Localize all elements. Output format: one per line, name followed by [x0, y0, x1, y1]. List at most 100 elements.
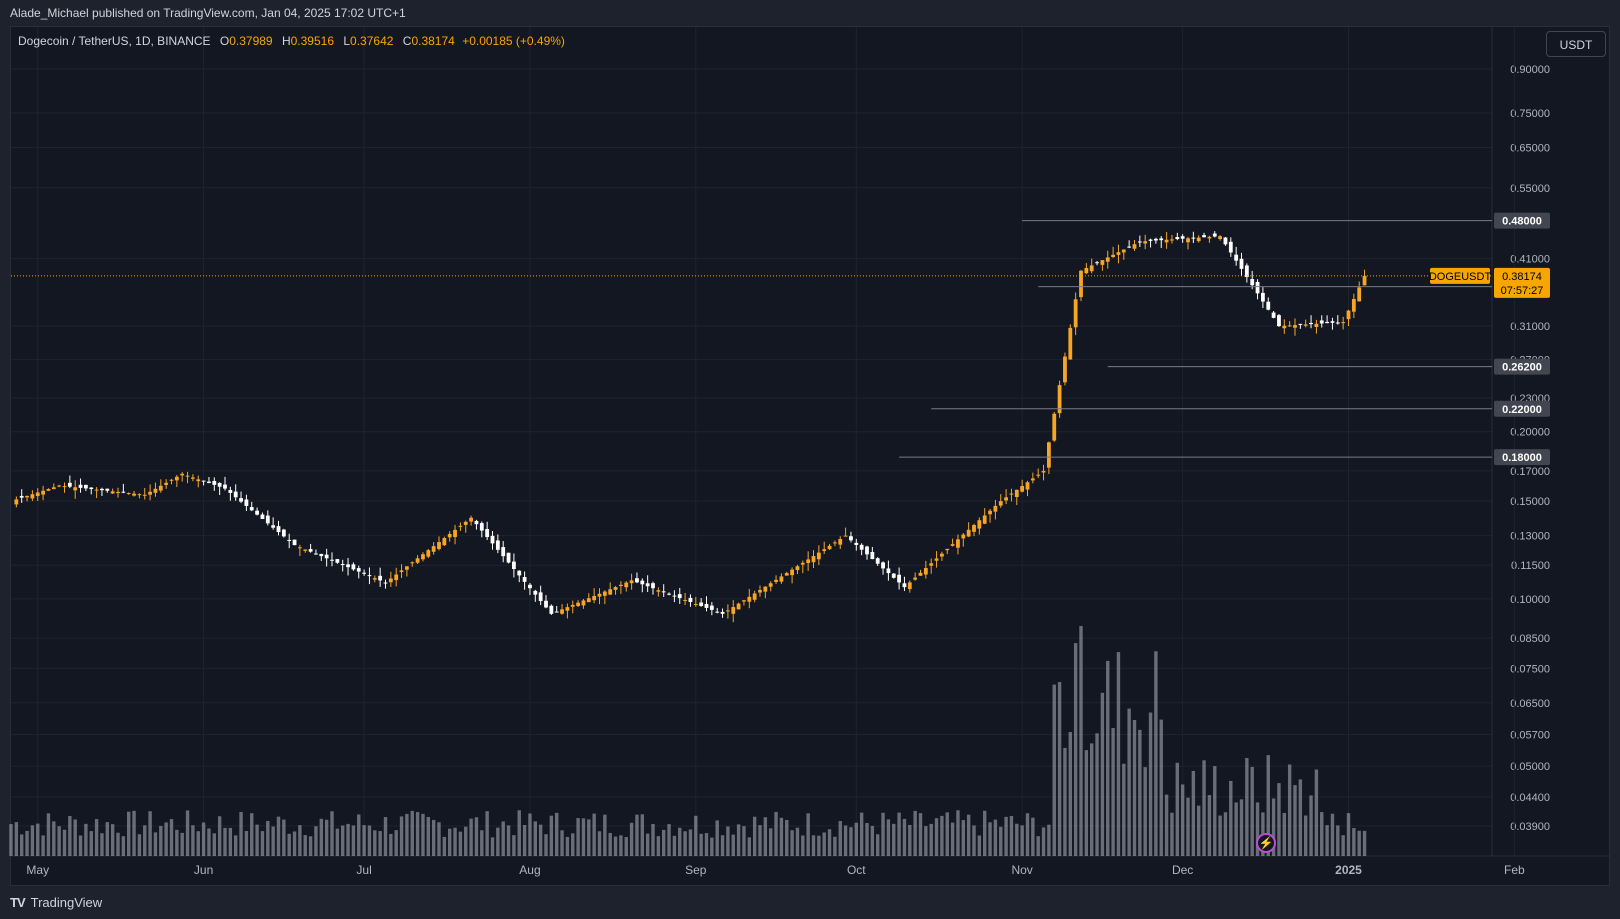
candle-body — [298, 547, 302, 549]
volume-bar — [993, 819, 998, 856]
candle-body — [1255, 281, 1260, 294]
candle-body — [356, 568, 361, 572]
tradingview-brand[interactable]: TV TradingView — [10, 895, 102, 910]
candle-body — [635, 578, 639, 583]
candle-body — [410, 562, 415, 564]
candle-body — [1063, 356, 1067, 383]
candle-body — [1068, 327, 1073, 360]
volume-bar — [704, 833, 709, 856]
candle-body — [838, 539, 843, 545]
candle-body — [993, 505, 998, 512]
bar-countdown: 07:57:27 — [1501, 285, 1544, 297]
volume-bar — [672, 835, 677, 856]
candle-body — [463, 521, 468, 525]
volume-bar — [624, 837, 628, 856]
candle-body — [715, 611, 720, 613]
candle-body — [651, 583, 655, 589]
volume-bar — [143, 825, 147, 856]
volume-bar — [234, 835, 238, 856]
volume-bar — [528, 813, 532, 856]
candle-body — [1180, 236, 1185, 239]
volume-bar — [89, 831, 93, 856]
x-tick-label: Jul — [356, 863, 371, 877]
volume-bar — [169, 819, 174, 856]
volume-bar — [533, 821, 537, 856]
candle-body — [747, 596, 752, 602]
volume-bar — [191, 825, 195, 856]
volume-bar — [341, 825, 345, 856]
candle-body — [854, 542, 859, 546]
candle-body — [1116, 252, 1121, 255]
volume-bar — [1154, 651, 1158, 856]
volume-bar — [1164, 794, 1169, 856]
volume-bar — [763, 817, 768, 856]
candle-body — [378, 575, 383, 581]
volume-bar — [662, 829, 666, 856]
candle-body — [1346, 310, 1351, 320]
volume-bar — [1079, 626, 1083, 856]
candle-body — [1079, 270, 1083, 298]
volume-bar — [389, 833, 393, 856]
candle-body — [865, 546, 869, 555]
volume-bar — [1207, 795, 1212, 856]
candle-body — [758, 590, 762, 593]
candle-body — [201, 480, 206, 482]
volume-bar — [437, 822, 441, 856]
candle-body — [207, 481, 211, 484]
volume-bar — [153, 832, 158, 856]
x-tick-label: Aug — [519, 863, 540, 877]
ohlc-legend: Dogecoin / TetherUS, 1D, BINANCE O0.3798… — [18, 34, 565, 48]
currency-button[interactable]: USDT — [1546, 31, 1606, 57]
x-tick-label: Oct — [847, 863, 866, 877]
volume-bar — [1298, 779, 1303, 856]
candle-body — [324, 554, 329, 559]
volume-bar — [1223, 812, 1228, 856]
candle-body — [726, 610, 730, 612]
candle-body — [966, 529, 971, 537]
volume-bar — [870, 825, 875, 856]
volume-bar — [239, 812, 243, 856]
volume-bar — [1111, 728, 1115, 856]
volume-bar — [319, 818, 323, 856]
candle-body — [1351, 299, 1356, 312]
candle-body — [479, 523, 484, 531]
candle-body — [512, 561, 516, 569]
volume-bar — [576, 818, 580, 856]
candle-body — [501, 547, 506, 557]
candle-body — [169, 479, 174, 481]
volume-bar — [442, 836, 447, 856]
y-tick-label: 0.65000 — [1510, 142, 1550, 154]
candle-body — [426, 550, 431, 557]
symbol-name[interactable]: Dogecoin / TetherUS, 1D, BINANCE — [18, 34, 211, 48]
candle-body — [1277, 315, 1281, 327]
candle-body — [1244, 265, 1249, 278]
volume-bar — [1346, 813, 1351, 856]
volume-bar — [116, 832, 120, 856]
candle-body — [1164, 239, 1169, 243]
volume-bar — [1138, 729, 1142, 856]
volume-bar — [228, 827, 233, 856]
candle-body — [148, 491, 152, 495]
candle-body — [490, 535, 495, 544]
volume-bar — [201, 822, 206, 856]
candle-body — [174, 476, 179, 481]
volume-bar — [346, 823, 350, 856]
volume-bar — [1266, 755, 1270, 856]
chart-frame[interactable] — [10, 26, 1610, 886]
candle-body — [1330, 321, 1335, 323]
volume-bar — [918, 813, 923, 856]
volume-bar — [956, 810, 960, 856]
volume-bar — [1293, 785, 1297, 856]
x-tick-label: May — [26, 863, 49, 877]
lightning-bolt-icon[interactable]: ⚡ — [1256, 833, 1276, 853]
candle-body — [699, 602, 704, 606]
volume-bar — [736, 824, 741, 856]
candle-body — [217, 482, 222, 487]
candle-body — [223, 484, 227, 489]
candle-body — [522, 577, 527, 582]
volume-bar — [517, 810, 521, 856]
volume-bar — [934, 818, 939, 856]
candle-body — [308, 549, 313, 552]
volume-bar — [41, 835, 45, 856]
